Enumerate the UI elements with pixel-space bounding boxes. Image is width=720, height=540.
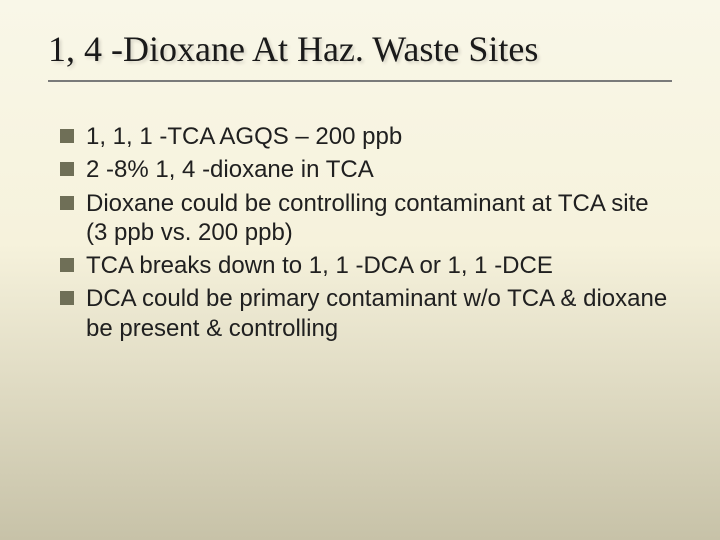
list-item: 1, 1, 1 -TCA AGQS – 200 ppb <box>60 122 672 151</box>
list-item: DCA could be primary contaminant w/o TCA… <box>60 284 672 343</box>
list-item: Dioxane could be controlling contaminant… <box>60 189 672 248</box>
slide: 1, 4 -Dioxane At Haz. Waste Sites 1, 1, … <box>0 0 720 540</box>
list-item: 2 -8% 1, 4 -dioxane in TCA <box>60 155 672 184</box>
slide-title: 1, 4 -Dioxane At Haz. Waste Sites <box>48 28 672 82</box>
list-item: TCA breaks down to 1, 1 -DCA or 1, 1 -DC… <box>60 251 672 280</box>
bullet-list: 1, 1, 1 -TCA AGQS – 200 ppb 2 -8% 1, 4 -… <box>48 122 672 343</box>
